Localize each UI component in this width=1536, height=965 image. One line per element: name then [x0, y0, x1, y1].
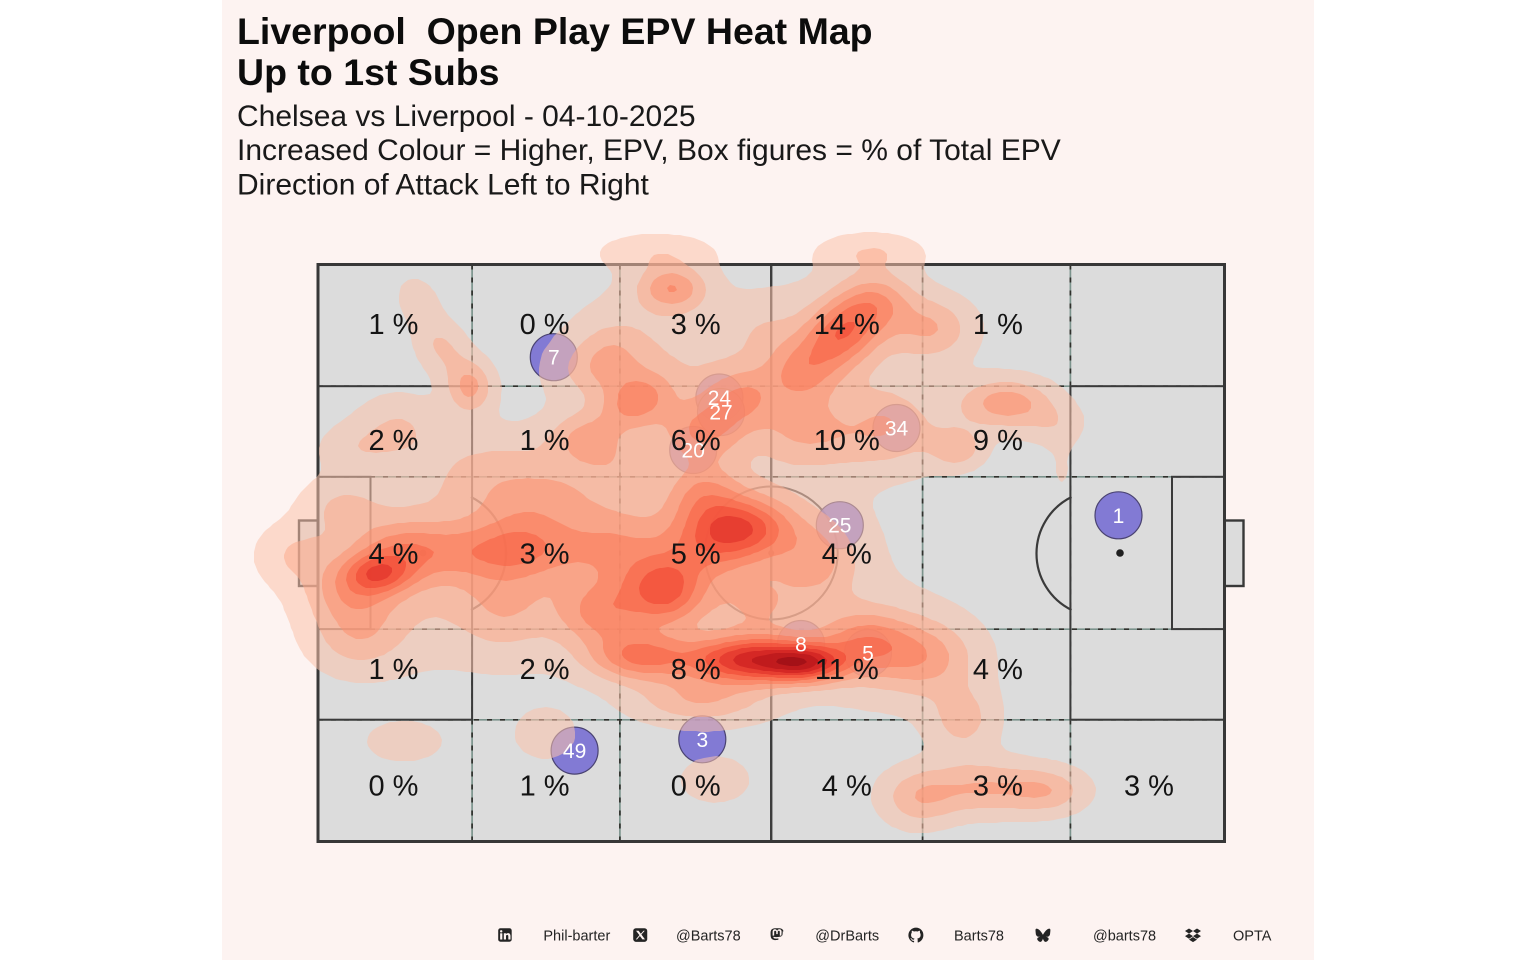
svg-text:0 %: 0 % [520, 309, 570, 341]
svg-text:3: 3 [696, 729, 708, 752]
svg-text:1: 1 [1113, 505, 1125, 528]
svg-text:OPTA: OPTA [1233, 929, 1272, 945]
svg-text:5: 5 [862, 643, 874, 666]
svg-text:9 %: 9 % [973, 425, 1023, 457]
svg-text:49: 49 [563, 740, 586, 763]
svg-text:5 %: 5 % [671, 539, 721, 571]
svg-text:1 %: 1 % [520, 425, 570, 457]
svg-text:4 %: 4 % [369, 539, 419, 571]
svg-text:4 %: 4 % [822, 539, 872, 571]
svg-text:25: 25 [828, 515, 851, 538]
svg-text:4 %: 4 % [973, 654, 1023, 686]
svg-text:34: 34 [885, 418, 909, 441]
svg-text:Phil-barter: Phil-barter [543, 929, 610, 945]
svg-text:@barts78: @barts78 [1093, 929, 1156, 945]
svg-text:3 %: 3 % [973, 771, 1023, 803]
svg-text:4 %: 4 % [822, 771, 872, 803]
svg-text:1 %: 1 % [369, 654, 419, 686]
svg-text:1 %: 1 % [973, 309, 1023, 341]
svg-text:@DrBarts: @DrBarts [815, 929, 879, 945]
svg-text:3 %: 3 % [671, 309, 721, 341]
svg-text:24: 24 [708, 387, 732, 410]
svg-text:20: 20 [682, 440, 705, 463]
svg-text:Liverpool Open Play EPV Heat: Liverpool Open Play EPV Heat Map [237, 10, 873, 52]
svg-text:6 %: 6 % [671, 425, 721, 457]
svg-text:Barts78: Barts78 [954, 929, 1004, 945]
svg-text:Chelsea vs Liverpool - 04-10-2: Chelsea vs Liverpool - 04-10-2025 [237, 100, 696, 133]
svg-text:0 %: 0 % [671, 771, 721, 803]
svg-text:14 %: 14 % [814, 309, 880, 341]
svg-text:3 %: 3 % [520, 539, 570, 571]
svg-text:0 %: 0 % [369, 771, 419, 803]
svg-text:1 %: 1 % [369, 309, 419, 341]
svg-text:Direction of Attack Left to Ri: Direction of Attack Left to Right [237, 169, 650, 202]
svg-text:@Barts78: @Barts78 [676, 929, 741, 945]
svg-text:2 %: 2 % [369, 425, 419, 457]
svg-text:Up to 1st Subs: Up to 1st Subs [237, 51, 500, 93]
svg-text:7: 7 [548, 347, 560, 370]
svg-text:11 %: 11 % [815, 654, 879, 686]
svg-text:8 %: 8 % [671, 654, 721, 686]
svg-text:10 %: 10 % [814, 425, 880, 457]
svg-text:8: 8 [795, 634, 807, 657]
svg-text:Increased Colour = Higher, EPV: Increased Colour = Higher, EPV, Box figu… [237, 134, 1061, 167]
svg-text:2 %: 2 % [520, 654, 570, 686]
svg-text:3 %: 3 % [1124, 771, 1174, 803]
svg-text:1 %: 1 % [520, 771, 570, 803]
svg-text:27: 27 [709, 402, 732, 425]
